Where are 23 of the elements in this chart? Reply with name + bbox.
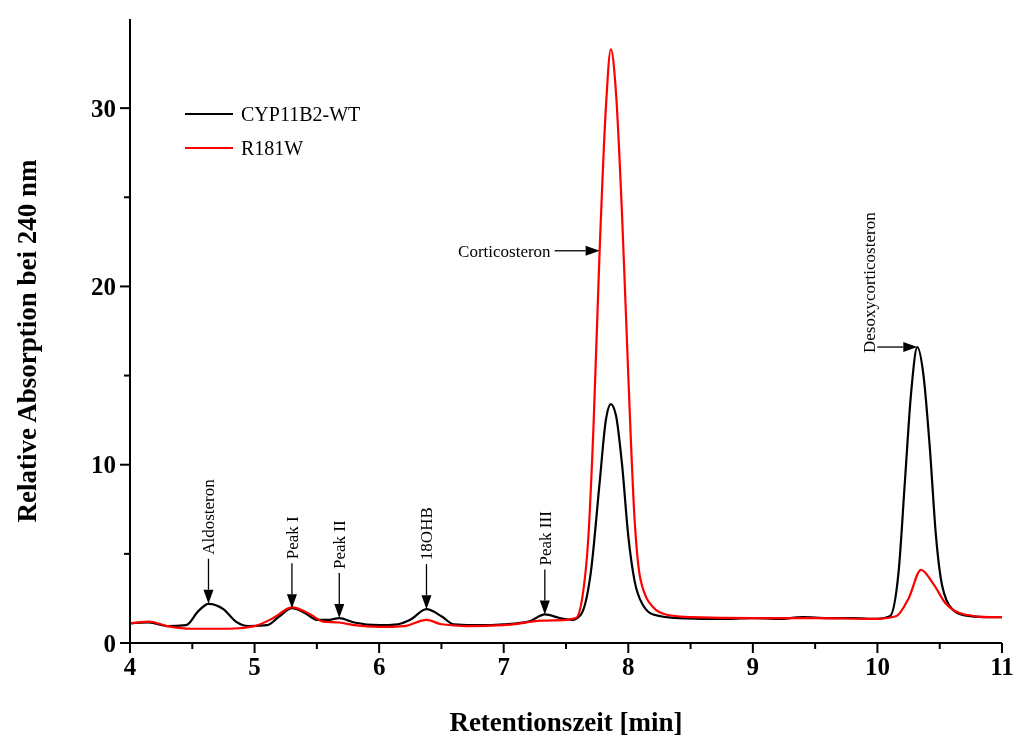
x-tick-label: 11 — [990, 653, 1014, 680]
annotation: Corticosteron — [458, 241, 552, 261]
x-tick-label: 4 — [123, 653, 137, 680]
annotation: Peak I — [282, 515, 302, 560]
x-tick-label: 8 — [622, 653, 635, 680]
x-tick-label: 5 — [248, 653, 261, 680]
annotation: 18OHB — [417, 507, 437, 561]
annotation: Peak II — [330, 520, 350, 570]
legend-label: R181W — [241, 137, 304, 159]
y-tick-label: 20 — [91, 273, 116, 301]
y-axis-title: Relative Absorption bei 240 nm — [12, 158, 42, 523]
x-tick-label: 6 — [372, 653, 386, 680]
y-tick-label: 10 — [91, 451, 116, 479]
annotation: Aldosteron — [199, 478, 219, 555]
x-tick-label: 7 — [497, 653, 510, 680]
annotation: Desoxycorticosteron — [860, 211, 880, 354]
y-tick-label: 30 — [91, 94, 116, 122]
annotation: Peak III — [535, 510, 555, 566]
x-tick-label: 9 — [746, 653, 760, 680]
x-axis-title: Retentionszeit [min] — [449, 707, 683, 737]
y-tick-label: 0 — [103, 629, 116, 657]
x-tick-label: 10 — [864, 653, 890, 680]
legend-label: CYP11B2-WT — [241, 103, 361, 125]
